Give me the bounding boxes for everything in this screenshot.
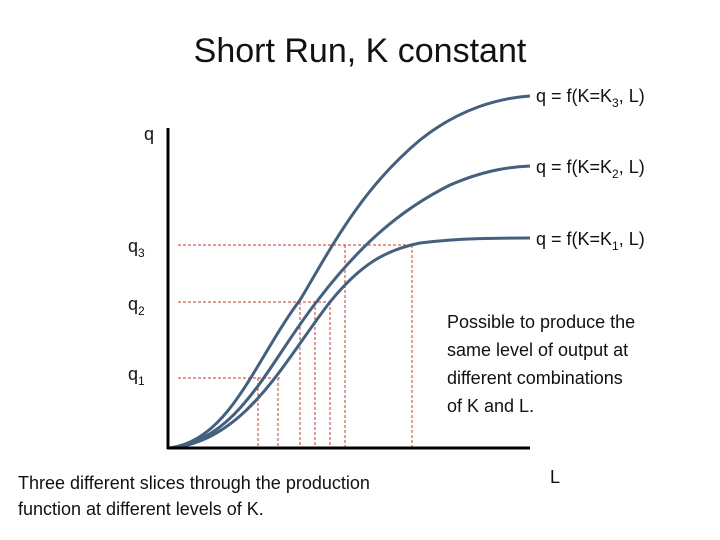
curve-label: q = f(K=K1, L) (536, 229, 645, 253)
curve-label: q = f(K=K3, L) (536, 86, 645, 110)
note: Possible to produce the same level of ou… (447, 312, 635, 416)
curve-labels: q = f(K=K3, L) q = f(K=K2, L) q = f(K=K1… (536, 86, 645, 253)
level-labels: q3 q2 q1 (128, 236, 145, 388)
note-line: same level of output at (447, 340, 628, 360)
curve-label: q = f(K=K2, L) (536, 157, 645, 181)
curve-k2 (169, 164, 531, 450)
level-label: q1 (128, 364, 145, 388)
curve-k1 (169, 236, 531, 450)
caption-line: Three different slices through the produ… (18, 473, 370, 493)
level-label: q3 (128, 236, 145, 260)
x-axis-label: L (550, 467, 560, 487)
curve-k3 (169, 94, 531, 450)
title: Short Run, K constant (194, 32, 527, 70)
note-line: of K and L. (447, 396, 534, 416)
level-label: q2 (128, 294, 145, 318)
note-line: Possible to produce the (447, 312, 635, 332)
caption-line: function at different levels of K. (18, 499, 264, 519)
guides (178, 244, 413, 448)
caption: Three different slices through the produ… (18, 473, 370, 519)
note-line: different combinations (447, 368, 623, 388)
y-axis-label: q (144, 124, 154, 144)
